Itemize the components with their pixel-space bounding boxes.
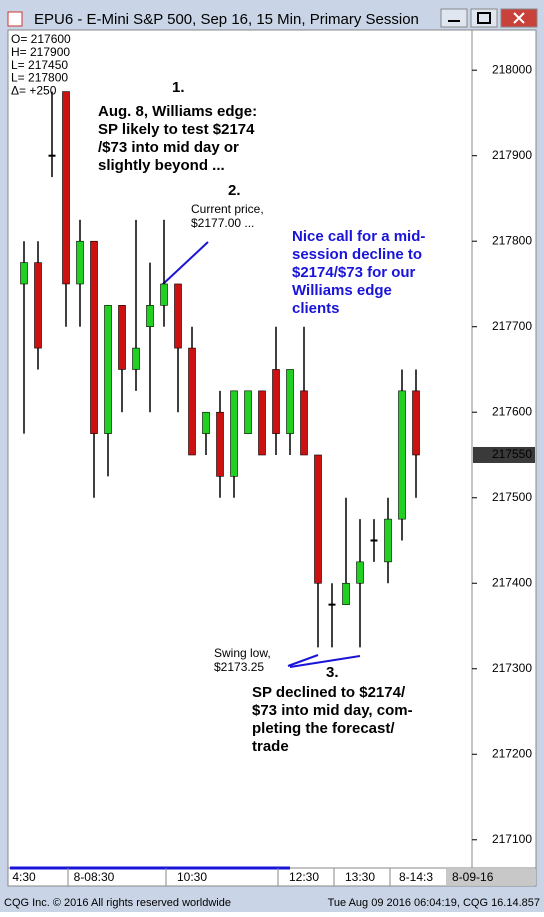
maximize-button[interactable]	[470, 8, 498, 28]
close-icon	[513, 12, 525, 24]
annotation-text: session decline to	[292, 246, 422, 263]
info-line: Δ= +250	[11, 83, 57, 97]
candle-body	[118, 305, 126, 370]
minimize-button[interactable]	[440, 8, 468, 28]
y-tick-label: 217600	[492, 404, 532, 418]
last-price-label: 217550	[492, 447, 532, 461]
x-tick-label: 8-08:30	[74, 870, 115, 884]
candle-body	[370, 539, 378, 542]
candle-body	[398, 390, 406, 520]
x-tick-label: 13:30	[345, 870, 375, 884]
x-tick-label: 12:30	[289, 870, 319, 884]
candle-body	[48, 154, 56, 157]
candle-body	[132, 347, 140, 370]
annotation-text: clients	[292, 300, 340, 317]
y-tick-label: 217100	[492, 832, 532, 846]
candle-body	[90, 240, 98, 434]
info-line: H= 217900	[11, 45, 70, 59]
x-tick-label: 4:30	[12, 870, 36, 884]
annotation-text: $2177.00 ...	[191, 216, 254, 230]
y-tick-label: 218000	[492, 62, 532, 76]
y-tick-label: 217200	[492, 746, 532, 760]
app-icon	[7, 11, 23, 27]
candle-body	[300, 390, 308, 456]
y-tick-label: 217300	[492, 661, 532, 675]
annotations: 1. Aug. 8, Williams edge:SP likely to tes…	[98, 79, 425, 755]
candle-body	[272, 369, 280, 434]
annotation-text: 2.	[228, 182, 241, 199]
annotation-text: Aug. 8, Williams edge:	[98, 103, 257, 120]
y-tick-label: 217700	[492, 319, 532, 333]
annotation-text: Williams edge	[292, 282, 392, 299]
candle-body	[174, 283, 182, 349]
annotation-text: Swing low,	[214, 646, 271, 660]
info-line: O= 217600	[11, 32, 71, 46]
y-tick-label: 217900	[492, 148, 532, 162]
candle-body	[160, 283, 168, 306]
annotation-text: trade	[252, 738, 289, 755]
candle-body	[314, 454, 322, 584]
candle-body	[412, 390, 420, 456]
annotation-text: $2173.25	[214, 660, 264, 674]
annotation-text: 3.	[326, 664, 339, 681]
candle-body	[230, 390, 238, 477]
y-tick-label: 217800	[492, 233, 532, 247]
info-line: L= 217800	[11, 71, 68, 85]
maximize-icon	[477, 12, 491, 24]
annotation-text: 1.	[172, 79, 185, 96]
annotation-text: Nice call for a mid-	[292, 228, 425, 245]
candle-body	[244, 390, 252, 434]
annotation-text: /$73 into mid day or	[98, 139, 239, 156]
candle-body	[342, 582, 350, 605]
info-line: L= 217450	[11, 58, 68, 72]
candle-body	[62, 91, 70, 285]
annotation-text: slightly beyond ...	[98, 157, 225, 174]
candle-body	[286, 369, 294, 434]
date-label: 8-09-16	[452, 870, 494, 884]
candle-body	[20, 262, 28, 285]
pointer-line	[161, 241, 209, 286]
x-tick-label: 10:30	[177, 870, 207, 884]
annotation-text: SP declined to $2174/	[252, 684, 406, 701]
annotation-text: Current price,	[191, 202, 264, 216]
last-price-box	[473, 446, 535, 463]
annotation-text: $2174/$73 for our	[292, 264, 416, 281]
candle-body	[146, 305, 154, 328]
x-tick-label: 8-14:3	[399, 870, 433, 884]
annotation-text: $73 into mid day, com-	[252, 702, 413, 719]
footer-right: Tue Aug 09 2016 06:04:19, CQG 16.14.857	[328, 897, 540, 909]
candle-body	[202, 411, 210, 434]
annotation-text: SP likely to test $2174	[98, 121, 255, 138]
y-tick-label: 217400	[492, 575, 532, 589]
date-box	[446, 869, 536, 885]
candle-body	[216, 411, 224, 477]
candle-body	[104, 305, 112, 434]
window-title: EPU6 - E-Mini S&P 500, Sep 16, 15 Min, P…	[34, 11, 419, 28]
candle-body	[258, 390, 266, 456]
plot-area	[7, 29, 473, 869]
pointer-line	[287, 654, 361, 668]
footer-left: CQG Inc. © 2016 All rights reserved worl…	[4, 897, 231, 909]
candle-body	[76, 240, 84, 285]
candle-body	[34, 262, 42, 349]
candle-body	[384, 518, 392, 563]
y-tick-label: 217500	[492, 490, 532, 504]
candle-body	[328, 603, 336, 606]
candle-body	[356, 561, 364, 584]
annotation-text: pleting the forecast/	[252, 720, 395, 737]
candle-body	[188, 347, 196, 456]
